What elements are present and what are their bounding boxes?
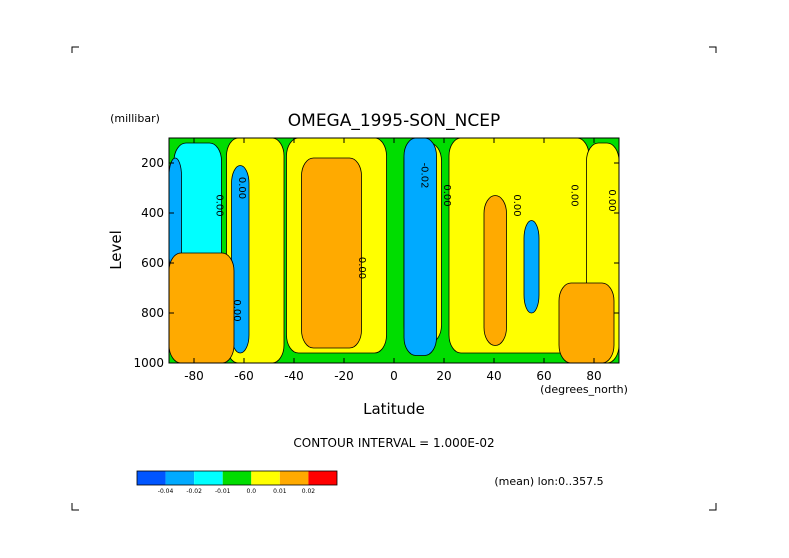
x-tick-label: 0 xyxy=(390,369,398,383)
colorbar-swatch xyxy=(308,471,337,485)
y-tick-label: 200 xyxy=(141,156,164,170)
y-tick-label: 800 xyxy=(141,306,164,320)
x-units-label: (degrees_north) xyxy=(540,383,628,396)
x-tick-label: -80 xyxy=(184,369,204,383)
x-axis-ticks: -80 -60 -40 -20 0 20 40 60 80 xyxy=(184,138,602,383)
corner-mark-bottom-left xyxy=(71,503,79,511)
colorbar-swatch xyxy=(222,471,252,485)
y-tick-label: 600 xyxy=(141,256,164,270)
page-corner-marks xyxy=(71,46,717,511)
colorbar-swatch xyxy=(137,471,166,485)
contour-label: 0.00 xyxy=(231,299,242,321)
contour-label: -0.02 xyxy=(419,163,430,189)
corner-mark-bottom-right xyxy=(709,503,717,511)
colorbar-swatch xyxy=(165,471,195,485)
colorbar-swatch xyxy=(251,471,280,485)
corner-mark-top-right xyxy=(709,46,717,53)
x-tick-label: -20 xyxy=(334,369,354,383)
contour-label: 0.00 xyxy=(236,177,247,199)
colorbar: -0.04 -0.02 -0.01 0.0 0.01 0.02 xyxy=(136,470,338,495)
x-tick-label: -40 xyxy=(284,369,304,383)
chart-title: OMEGA_1995-SON_NCEP xyxy=(288,111,500,131)
x-tick-label: 20 xyxy=(436,369,451,383)
contour-region-lowest xyxy=(523,220,540,314)
colorbar-swatch xyxy=(194,471,223,485)
contour-label: 0.00 xyxy=(441,184,452,206)
colorbar-label: -0.01 xyxy=(215,488,231,495)
contour-region-veryhigh xyxy=(168,252,235,364)
contour-region-veryhigh xyxy=(483,195,507,346)
y-tick-label: 1000 xyxy=(133,356,164,370)
colorbar-label: 0.02 xyxy=(302,488,316,495)
plot-area: 0.00 0.00 0.00 0.00 -0.02 0.00 0.00 0.00 0.00 -8… xyxy=(133,137,620,383)
contour-label: 0.00 xyxy=(511,194,522,216)
contour-interval-text: CONTOUR INTERVAL = 1.000E-02 xyxy=(293,436,494,450)
contour-region-veryhigh xyxy=(558,282,615,364)
colorbar-label: 0.01 xyxy=(273,488,287,495)
contour-label: 0.00 xyxy=(214,194,225,216)
contour-region-veryhigh xyxy=(301,157,362,349)
x-tick-label: 80 xyxy=(586,369,601,383)
x-tick-label: 60 xyxy=(536,369,551,383)
corner-mark-top-left xyxy=(71,46,79,53)
contour-labels: 0.00 0.00 0.00 0.00 -0.02 0.00 0.00 0.00 0.00 xyxy=(214,163,618,322)
mean-lon-text: (mean) lon:0..357.5 xyxy=(494,475,603,488)
colorbar-label: -0.04 xyxy=(158,488,174,495)
x-tick-label: -60 xyxy=(234,369,254,383)
colorbar-label: -0.02 xyxy=(186,488,202,495)
y-tick-label: 400 xyxy=(141,206,164,220)
y-axis-label: Level xyxy=(107,230,125,270)
colorbar-label: 0.0 xyxy=(247,488,257,495)
contour-label: 0.00 xyxy=(606,189,617,211)
x-tick-label: 40 xyxy=(486,369,501,383)
y-units-label: (millibar) xyxy=(110,112,160,125)
contour-label: 0.00 xyxy=(569,184,580,206)
colorbar-frame xyxy=(136,470,338,486)
x-axis-label: Latitude xyxy=(363,400,425,418)
y-axis-ticks: 200 400 600 800 1000 xyxy=(133,156,619,370)
colorbar-swatch xyxy=(279,471,309,485)
contour-label: 0.00 xyxy=(356,257,367,279)
contour-fills xyxy=(168,137,620,364)
